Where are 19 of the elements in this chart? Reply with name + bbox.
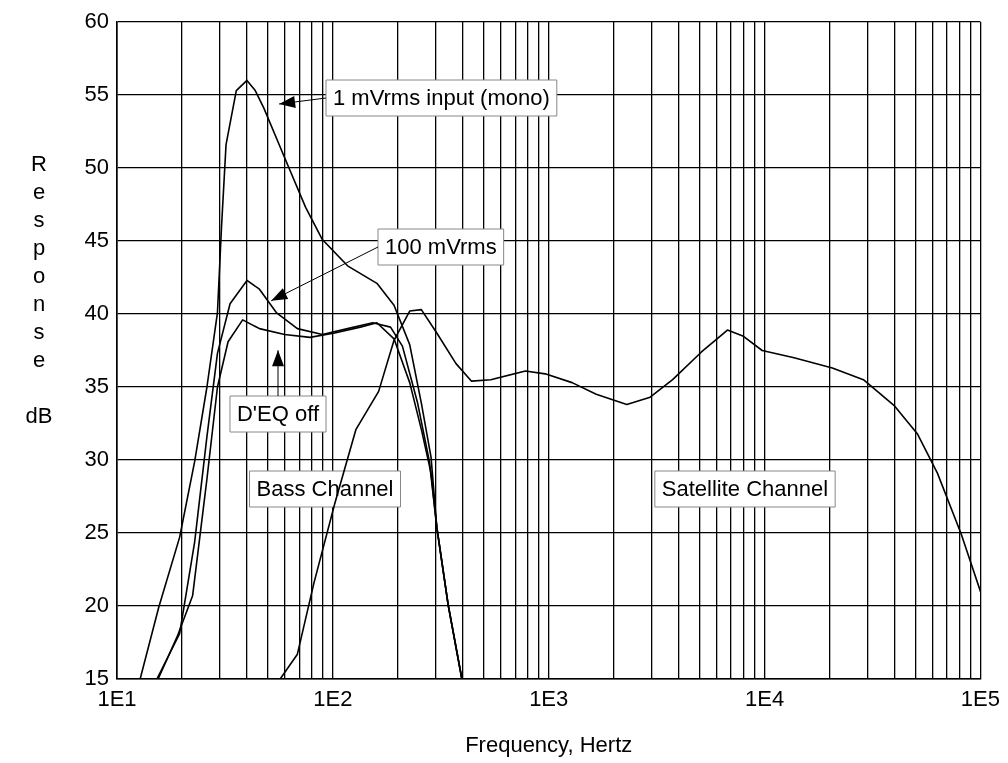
text: 100 mVrms <box>385 234 497 260</box>
y-tick-label: 40 <box>84 300 109 326</box>
y-tick-label: 45 <box>84 227 109 253</box>
x-tick-label: 1E2 <box>313 686 353 712</box>
x-tick-label: 1E3 <box>529 686 569 712</box>
series-label: D'EQ off <box>236 401 320 427</box>
text: Response dB <box>25 151 53 428</box>
y-tick-label: 60 <box>84 8 109 34</box>
y-tick-label: 20 <box>84 592 109 618</box>
y-tick-label: 35 <box>84 373 109 399</box>
y-tick-label: 50 <box>84 154 109 180</box>
y-tick-label: 55 <box>84 81 109 107</box>
annotation: Satellite Channel <box>661 476 829 502</box>
x-axis-title: Frequency, Hertz <box>465 731 633 757</box>
y-tick-label: 25 <box>84 519 109 545</box>
x-tick-label: 1E4 <box>744 686 785 712</box>
x-tick-label: 1E5 <box>960 686 1001 712</box>
legend-label: 1 mVrms input (mono) <box>332 85 550 111</box>
y-tick-label: 30 <box>84 446 109 472</box>
